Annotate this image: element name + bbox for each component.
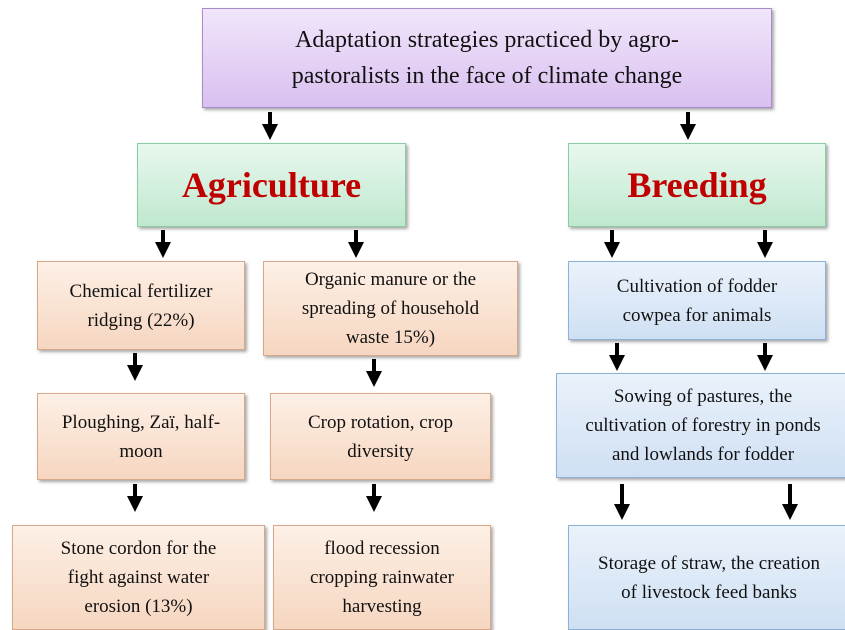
text-line: cultivation of forestry in ponds — [585, 415, 821, 436]
text-line: Storage of straw, the creation — [598, 552, 820, 574]
text-line: of livestock feed banks — [621, 581, 797, 603]
text-line: fight against water — [67, 567, 210, 588]
text-line: Breeding — [627, 165, 767, 205]
text-line: Ploughing, Zaï, half- — [61, 411, 221, 433]
text-line: Agriculture — [181, 165, 362, 205]
strategy-box: Cultivation of fodder cowpea for animals — [568, 261, 826, 340]
text-line: ridging (22%) — [87, 309, 195, 331]
text-line: Adaptation strategies practiced by agro- — [295, 27, 679, 53]
text-line: erosion (13%) — [84, 596, 193, 617]
text-line: Crop rotation, crop — [307, 411, 454, 433]
arrow-group — [127, 112, 798, 520]
text-line: Chemical fertilizer — [69, 280, 213, 302]
text-line: and lowlands for fodder — [611, 444, 795, 465]
branch-box: Breeding — [568, 143, 826, 227]
text-line: spreading of household — [301, 298, 480, 319]
text-line: waste 15%) — [345, 327, 436, 348]
strategy-box: flood recession cropping rainwater harvest… — [273, 525, 491, 630]
text-line: flood recession — [324, 538, 440, 559]
title-box: Adaptation strategies practiced by agro-… — [202, 8, 772, 108]
text-line: Cultivation of fodder — [616, 275, 778, 297]
text-line: Sowing of pastures, the — [613, 386, 793, 407]
strategy-box: Storage of straw, the creation of livesto… — [568, 525, 845, 630]
text-line: moon — [119, 440, 163, 462]
text-line: Stone cordon for the — [60, 538, 217, 559]
text-line: harvesting — [342, 596, 422, 617]
strategy-box: Crop rotation, crop diversity — [270, 393, 491, 480]
text-line: pastoralists in the face of climate chan… — [291, 63, 683, 89]
strategy-box: Chemical fertilizer ridging (22%) — [37, 261, 245, 350]
strategy-box: Stone cordon for the fight against water e… — [12, 525, 265, 630]
branch-box: Agriculture — [137, 143, 406, 227]
strategy-box: Sowing of pastures, the cultivation of fo… — [556, 373, 845, 478]
strategy-box: Organic manure or the spreading of househ… — [263, 261, 518, 356]
text-line: Organic manure or the — [304, 269, 477, 290]
strategy-box: Ploughing, Zaï, half-moon — [37, 393, 245, 480]
text-line: cropping rainwater — [309, 567, 455, 588]
text-line: diversity — [347, 440, 414, 462]
text-line: cowpea for animals — [622, 304, 772, 326]
